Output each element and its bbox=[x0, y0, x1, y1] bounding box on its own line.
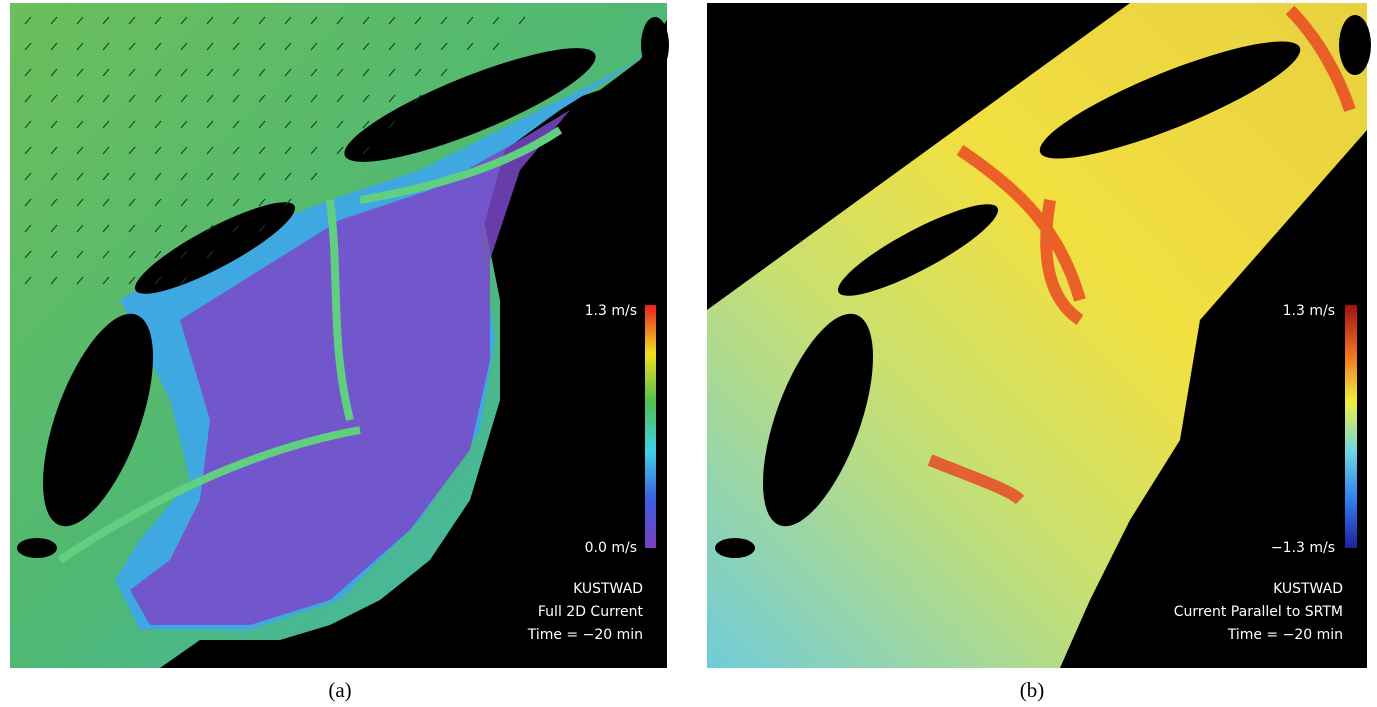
colorbar-min: 0.0 m/s bbox=[585, 540, 637, 556]
colorbar-min: −1.3 m/s bbox=[1271, 540, 1335, 556]
island bbox=[641, 17, 669, 73]
island bbox=[715, 538, 755, 558]
panel-label: (b) bbox=[1020, 678, 1045, 702]
figure: 1.3 m/s 0.0 m/s KUSTWAD Full 2D Current … bbox=[0, 0, 1377, 707]
caption: Current Parallel to SRTM bbox=[1174, 604, 1343, 620]
caption: Time = −20 min bbox=[527, 627, 643, 643]
caption: KUSTWAD bbox=[573, 581, 643, 597]
colorbar-max: 1.3 m/s bbox=[1283, 303, 1335, 319]
caption: KUSTWAD bbox=[1273, 581, 1343, 597]
colorbar-max: 1.3 m/s bbox=[585, 303, 637, 319]
panel-b: 1.3 m/s −1.3 m/s KUSTWAD Current Paralle… bbox=[707, 3, 1371, 702]
caption: Time = −20 min bbox=[1227, 627, 1343, 643]
caption: Full 2D Current bbox=[538, 604, 644, 620]
panel-a: 1.3 m/s 0.0 m/s KUSTWAD Full 2D Current … bbox=[10, 3, 669, 702]
island bbox=[1339, 15, 1371, 75]
colorbar bbox=[645, 305, 656, 548]
panel-label: (a) bbox=[328, 678, 351, 702]
island bbox=[17, 538, 57, 558]
colorbar bbox=[1345, 305, 1357, 548]
